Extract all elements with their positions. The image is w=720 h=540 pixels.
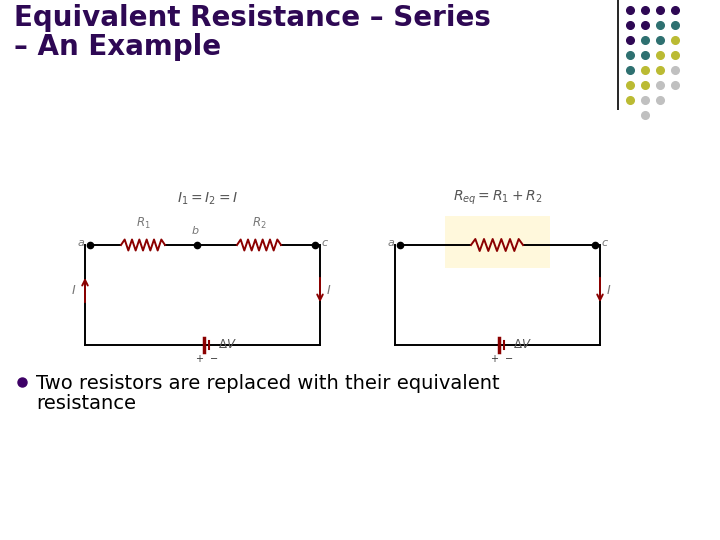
Text: Two resistors are replaced with their equivalent: Two resistors are replaced with their eq… bbox=[36, 374, 500, 393]
Text: b: b bbox=[192, 226, 199, 236]
Text: a: a bbox=[387, 238, 394, 248]
Bar bbox=[444, 216, 549, 268]
Text: c: c bbox=[601, 238, 607, 248]
Text: $I_1 = I_2 = I$: $I_1 = I_2 = I$ bbox=[177, 191, 238, 207]
Text: −: − bbox=[210, 354, 218, 364]
Text: Equivalent Resistance – Series: Equivalent Resistance – Series bbox=[14, 4, 491, 32]
Text: $I$: $I$ bbox=[71, 284, 76, 296]
Text: $R_{eq} = R_1 + R_2$: $R_{eq} = R_1 + R_2$ bbox=[453, 188, 542, 207]
Text: $R_2$: $R_2$ bbox=[252, 216, 266, 231]
Text: +: + bbox=[195, 354, 203, 364]
Text: c: c bbox=[321, 238, 327, 248]
Text: +: + bbox=[490, 354, 498, 364]
Text: −: − bbox=[505, 354, 513, 364]
Text: $\Delta V$: $\Delta V$ bbox=[218, 338, 237, 350]
Text: – An Example: – An Example bbox=[14, 33, 221, 61]
Text: $I$: $I$ bbox=[326, 284, 331, 296]
Text: $R_1$: $R_1$ bbox=[135, 216, 150, 231]
Text: $\Delta V$: $\Delta V$ bbox=[513, 338, 532, 350]
Text: $I$: $I$ bbox=[606, 284, 611, 296]
Text: resistance: resistance bbox=[36, 394, 136, 413]
Text: a: a bbox=[77, 238, 84, 248]
